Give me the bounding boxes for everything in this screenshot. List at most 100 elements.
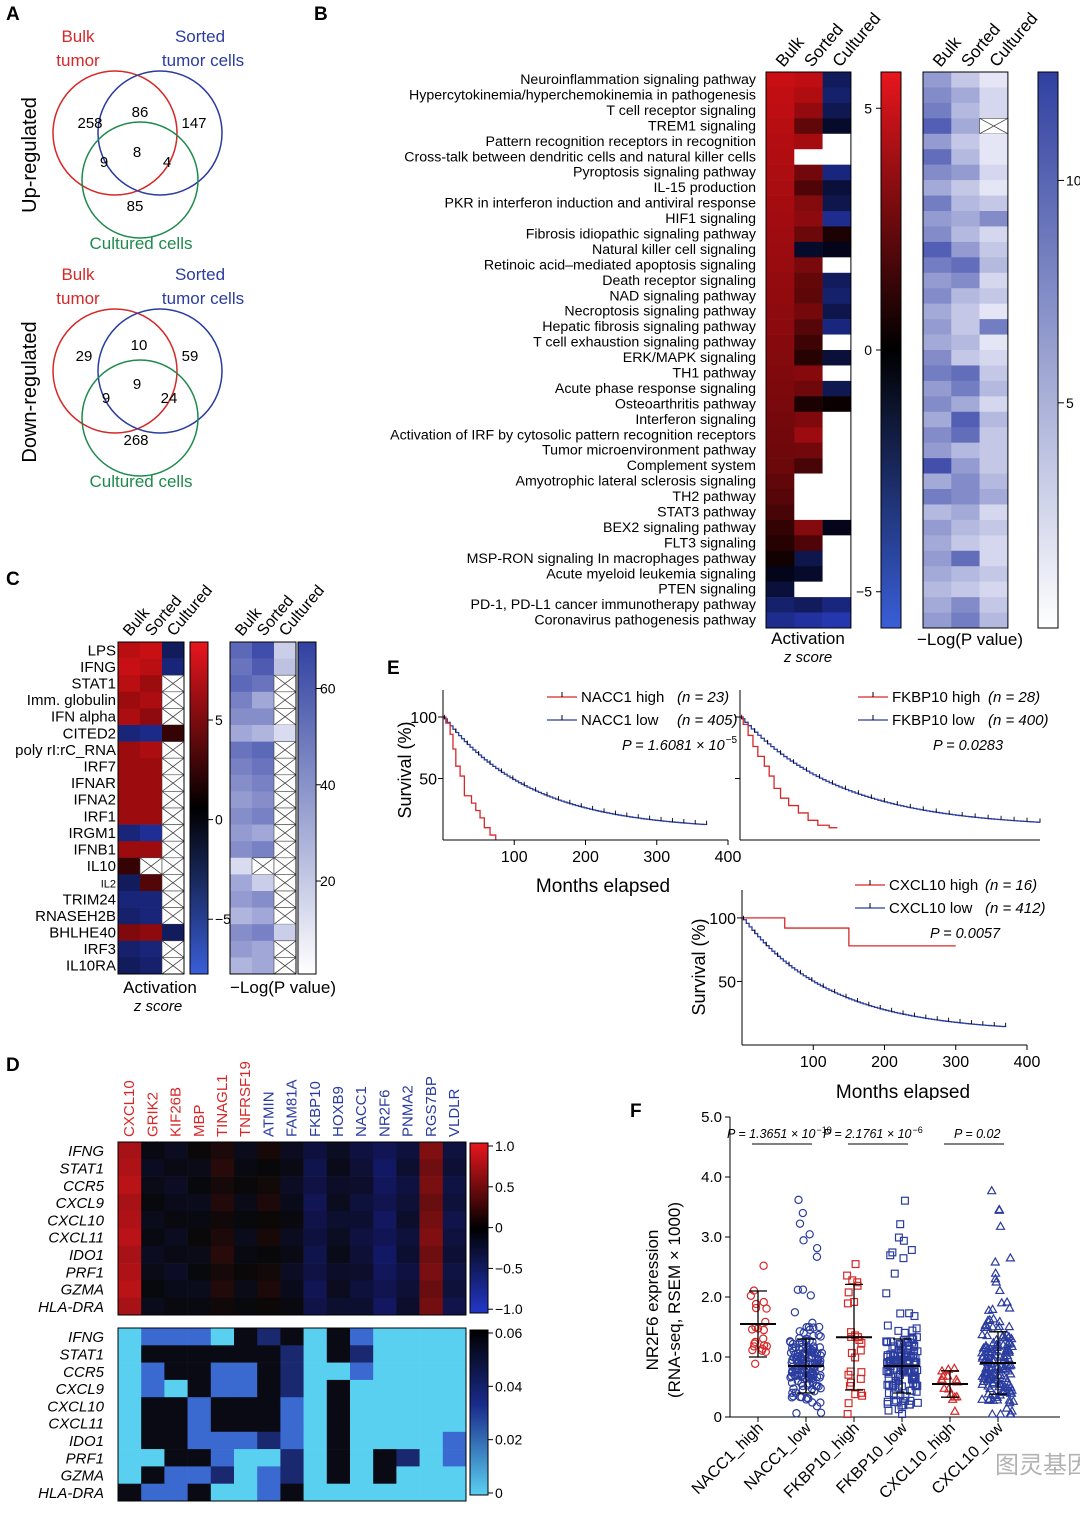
f-data-point — [900, 1328, 909, 1337]
down-cultured-circle — [81, 359, 199, 477]
f-data-point — [800, 1366, 809, 1376]
d-pvalue-cell — [164, 1362, 188, 1381]
d-corr-cell — [373, 1142, 397, 1160]
b-zscore-cell — [794, 504, 823, 521]
b-pvalue-cell — [951, 241, 980, 258]
b-zscore-cell — [794, 380, 823, 397]
d-pvalue-cell — [234, 1414, 258, 1433]
b-zscore-cell — [794, 319, 823, 335]
d-pvalue-cell — [234, 1379, 258, 1398]
c-zscore-cell — [140, 791, 163, 809]
d-pvalue-cell — [210, 1466, 235, 1484]
b-pathway-label: Pattern recognition receptors in recogni… — [485, 134, 756, 150]
b-pvalue-cell — [979, 396, 1009, 413]
d-corr-cell — [257, 1263, 281, 1281]
d-pvalue-cell — [164, 1397, 188, 1415]
b-pvalue-cell — [979, 535, 1009, 552]
b-pathway-label: Retinoic acid–mediated apoptosis signali… — [484, 257, 756, 273]
d-corr-cell — [257, 1142, 281, 1160]
c-pvalue-cell — [274, 725, 297, 742]
e-legend-low-n: (n = 400) — [988, 712, 1048, 729]
d-corr-cell — [210, 1211, 235, 1229]
b-zscore-cell — [794, 102, 823, 119]
d-pvalue-cell — [303, 1466, 328, 1484]
b-pvalue-tick-label: 5 — [1066, 395, 1074, 411]
d-pvalue-cell — [280, 1345, 304, 1363]
e-legend-high-n: (n = 23) — [677, 689, 729, 706]
b-pvalue-cell — [923, 380, 952, 397]
f-data-point — [898, 1366, 907, 1375]
f-data-point — [894, 1326, 903, 1335]
b-zscore-cell — [794, 118, 823, 135]
d-pvalue-cell — [280, 1431, 304, 1450]
f-data-point — [816, 1332, 825, 1341]
panel-f-dotplot: F NR2F6 expression (RNA-seq, RSEM × 1000… — [630, 1101, 1080, 1502]
b-pvalue-cell — [951, 350, 980, 366]
c-zscore-cell — [118, 891, 141, 908]
e3-x-tick-label: 300 — [942, 1054, 969, 1071]
b-zscore-cell — [794, 211, 823, 227]
b-pvalue-cell — [979, 272, 1009, 289]
b-pvalue-cell — [951, 519, 980, 536]
d-pvalue-cell — [118, 1345, 142, 1363]
b-pvalue-cell — [951, 211, 980, 227]
d-gene-column-label: NR2F6 — [376, 1089, 393, 1137]
panel-a-venn: A Up-regulated Bulk tumor Sorted tumor c… — [6, 4, 244, 491]
b-pathway-label: FLT3 signaling — [664, 535, 756, 551]
d-corr-cell — [234, 1176, 258, 1195]
d-pvalue-cell — [350, 1379, 374, 1398]
c-na-cell-x2 — [161, 807, 185, 825]
c-zscore-cell — [140, 675, 163, 693]
d-corr-cell — [396, 1142, 420, 1160]
b-pvalue-cell — [923, 226, 952, 243]
e-legend-high-label: CXCL10 high — [889, 877, 978, 894]
d-corr-cell — [257, 1159, 281, 1177]
d-pvalue-tick-label: 0.06 — [495, 1325, 522, 1341]
f-ylabel-2: (RNA-seq, RSEM × 1000) — [665, 1202, 684, 1398]
d-pvalue-cell — [326, 1362, 351, 1381]
d-corr-cell — [350, 1228, 374, 1247]
b-zscore-label-2: z score — [783, 649, 832, 666]
b-pvalue-cell — [979, 566, 1009, 582]
b-zscore-cell — [766, 427, 795, 443]
b-pvalue-cell — [923, 365, 952, 382]
f-data-point — [983, 1346, 994, 1356]
b-pvalue-cell — [951, 411, 980, 428]
d-row-label-pvalue: HLA-DRA — [38, 1485, 104, 1502]
d-pvalue-cell — [303, 1483, 328, 1502]
c-regulator-label: poly rI:rC_RNA — [15, 742, 116, 759]
b-pvalue-cell — [979, 102, 1009, 119]
c-na-cell-x2 — [161, 907, 185, 925]
d-row-label-corr: IDO1 — [69, 1247, 104, 1264]
c-zscore-cell — [118, 774, 141, 792]
d-corr-cell — [141, 1176, 165, 1195]
f-data-point — [1006, 1384, 1017, 1394]
d-pvalue-cell — [303, 1379, 328, 1398]
b-pvalue-cell — [979, 288, 1009, 304]
d-pvalue-cell — [118, 1431, 142, 1450]
b-pvalue-cell — [923, 581, 952, 598]
f-data-point — [994, 1204, 1005, 1214]
b-pvalue-cell — [951, 597, 980, 613]
f-pvalue-label: P = 0.02 — [954, 1127, 1000, 1141]
f-data-point — [988, 1337, 999, 1347]
f-data-point — [1002, 1296, 1013, 1306]
f-data-point — [903, 1368, 912, 1377]
panel-e-letter: E — [387, 658, 400, 679]
d-pvalue-cell — [350, 1362, 374, 1381]
c-regulator-label: BHLHE40 — [49, 924, 116, 941]
b-zscore-cell — [766, 504, 795, 521]
c-zscore-cell — [162, 658, 185, 676]
b-pvalue-cell — [923, 164, 952, 181]
d-gene-column-label: VLDLR — [446, 1088, 463, 1137]
d-pvalue-cell — [326, 1328, 351, 1346]
c-zscore-cell — [140, 642, 163, 659]
f-data-point — [758, 1344, 767, 1353]
b-pvalue-cell — [979, 489, 1009, 505]
e-y-tick-label: 50 — [718, 974, 736, 991]
d-pvalue-cell — [257, 1466, 281, 1484]
e3-x-tick-label: 400 — [1014, 1054, 1041, 1071]
c-pvalue-cell — [230, 658, 253, 676]
d-corr-cell — [373, 1159, 397, 1177]
b-pathway-label: Interferon signaling — [635, 412, 756, 428]
